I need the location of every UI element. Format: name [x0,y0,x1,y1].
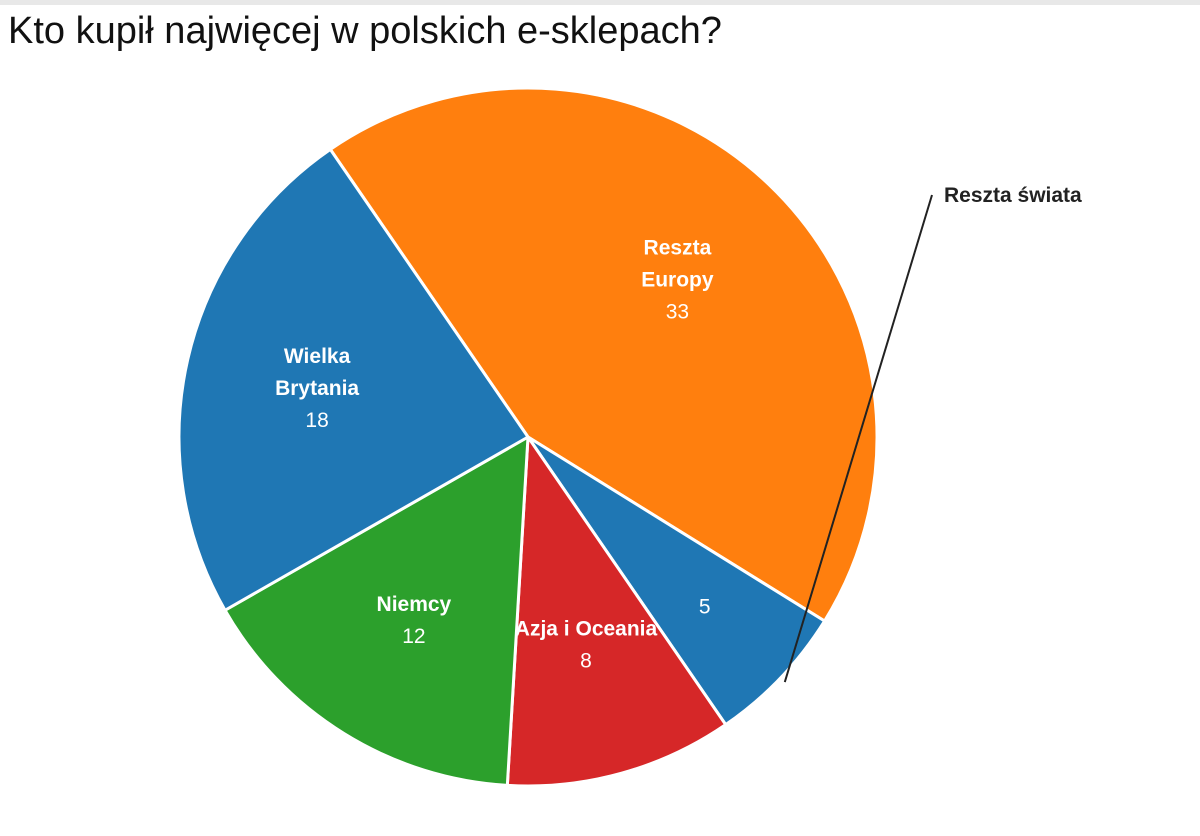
slice-value-reszta-europy: 33 [666,301,689,324]
slice-label-reszta-europy-line-2: Europy [641,269,714,292]
slice-label-niemcy-line-1: Niemcy [377,593,452,616]
slice-label-wielka-brytania-line-2: Brytania [275,377,359,400]
slice-label-wielka-brytania-line-1: Wielka [284,345,351,368]
top-strip [0,0,1200,5]
pie-slice-niemcy[interactable] [223,435,530,787]
pie-labels: Reszta Europy 33 5 Reszta świata Azja i Ocean… [275,184,1082,683]
slice-value-azja-i-oceania: 8 [580,650,592,673]
slice-label-reszta-europy-line-1: Reszta [644,237,712,260]
leader-line-reszta-swiata [783,194,933,683]
pie-slice-wielka-brytania[interactable] [177,147,530,612]
pie-slice-reszta-swiata[interactable] [526,435,827,727]
pie-slices [177,86,879,788]
pie-slice-azja-i-oceania[interactable] [505,435,728,788]
slice-value-reszta-swiata: 5 [699,596,711,619]
slice-label-reszta-swiata: Reszta świata [944,184,1082,207]
chart-title: Kto kupił najwięcej w polskich e-sklepac… [8,10,722,52]
pie-slice-reszta-europy[interactable] [328,86,879,623]
slice-value-niemcy: 12 [402,625,425,648]
slice-label-azja-i-oceania-line-1: Azja i Oceania [515,618,658,641]
slice-value-wielka-brytania: 18 [305,409,328,432]
